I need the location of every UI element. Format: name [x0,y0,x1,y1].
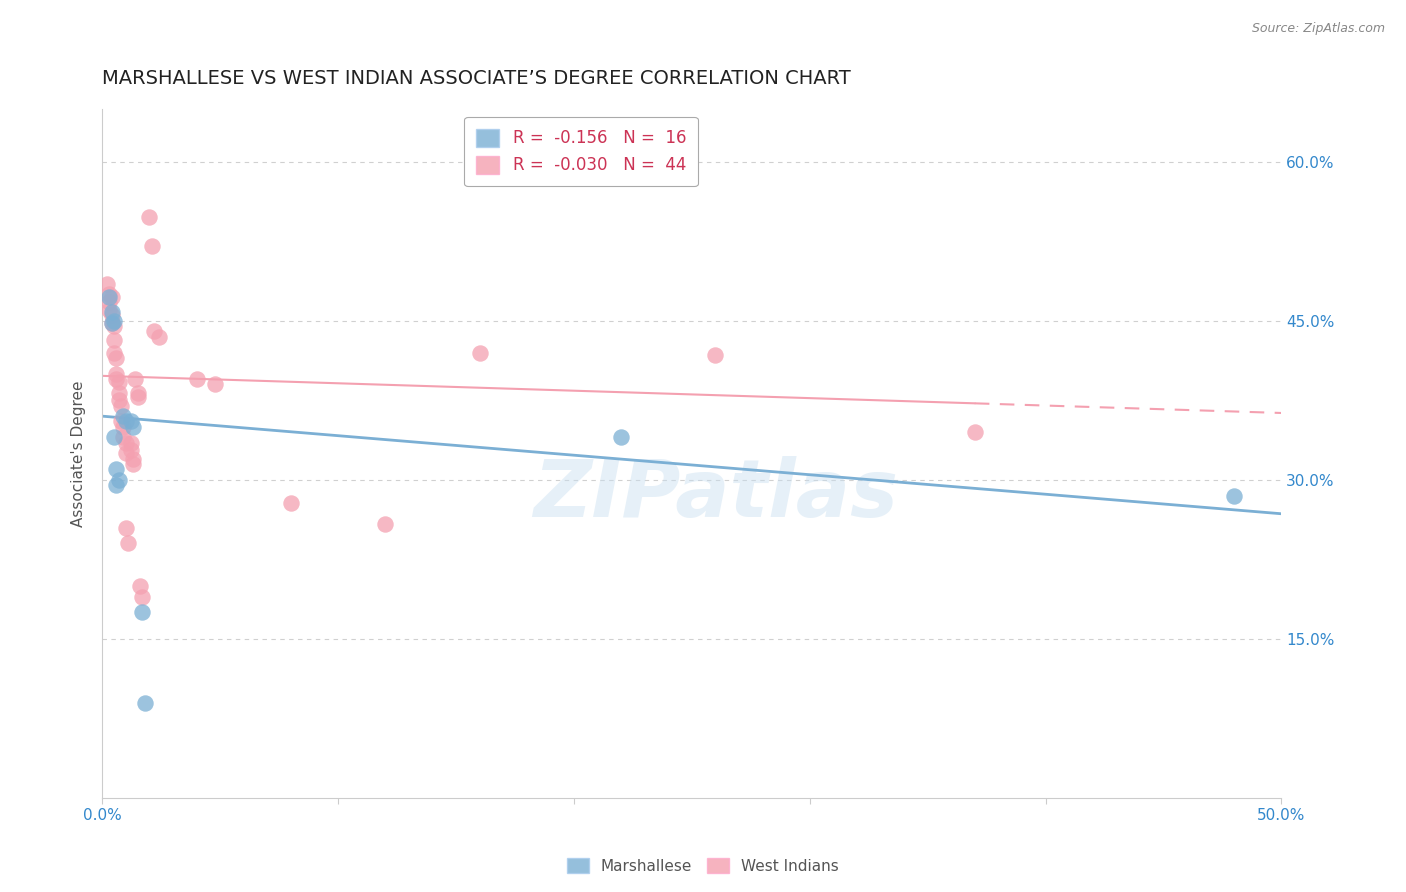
Point [141,239,163,253]
Point [468,345,491,359]
Point [134,696,156,710]
Point [122,457,145,471]
Point [110,414,132,428]
Point [963,425,986,439]
Point [98,287,121,301]
Point [105,351,128,365]
Point [114,414,136,428]
Point [100,290,122,304]
Point [100,316,122,330]
Point [127,390,149,404]
Point [100,316,122,330]
Point [129,579,152,593]
Point [138,210,160,224]
Point [114,520,136,534]
Point [143,324,166,338]
Point [96,277,118,291]
Point [704,348,727,362]
Point [103,318,125,333]
Point [112,430,135,444]
Point [120,443,142,458]
Point [107,375,129,389]
Text: Source: ZipAtlas.com: Source: ZipAtlas.com [1251,22,1385,36]
Point [103,314,125,328]
Point [103,345,125,359]
Point [105,462,128,476]
Point [131,606,153,620]
Point [98,290,121,304]
Point [112,419,135,434]
Point [131,590,153,604]
Point [117,536,139,550]
Point [122,419,145,434]
Point [112,409,135,424]
Point [105,478,128,492]
Point [374,517,396,532]
Point [105,372,128,386]
Point [120,435,142,450]
Legend: Marshallese, West Indians: Marshallese, West Indians [561,852,845,880]
Text: ZIPatlas: ZIPatlas [533,456,898,533]
Point [98,294,121,309]
Point [107,385,129,400]
Legend: R =  -0.156   N =  16, R =  -0.030   N =  44: R = -0.156 N = 16, R = -0.030 N = 44 [464,117,697,186]
Point [100,305,122,319]
Point [124,372,146,386]
Point [103,333,125,347]
Point [114,446,136,460]
Point [1223,489,1246,503]
Point [103,430,125,444]
Point [105,367,128,381]
Point [127,385,149,400]
Point [110,399,132,413]
Point [204,377,226,392]
Point [107,473,129,487]
Point [186,372,208,386]
Point [610,430,633,444]
Point [122,451,145,466]
Point [114,435,136,450]
Point [100,309,122,323]
Point [120,414,142,428]
Text: MARSHALLESE VS WEST INDIAN ASSOCIATE’S DEGREE CORRELATION CHART: MARSHALLESE VS WEST INDIAN ASSOCIATE’S D… [103,69,851,87]
Point [98,303,121,318]
Y-axis label: Associate's Degree: Associate's Degree [72,380,86,526]
Point [280,496,302,510]
Point [107,393,129,408]
Point [148,329,170,343]
